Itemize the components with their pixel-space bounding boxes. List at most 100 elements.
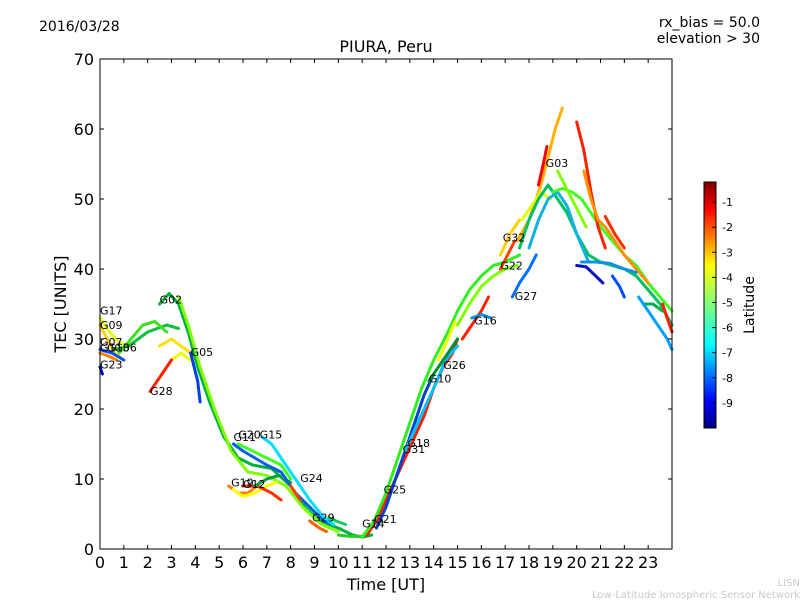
colorbar-tick-label: -2 xyxy=(722,221,733,234)
tec-track-33 xyxy=(498,218,521,257)
satellite-label: G28 xyxy=(150,385,173,398)
satellite-label: G17 xyxy=(100,305,123,318)
colorbar-tick-label: -4 xyxy=(722,271,733,284)
satellite-label: G16 xyxy=(474,314,497,327)
satellite-label: G13 xyxy=(107,342,130,355)
satellite-label: G25 xyxy=(384,484,407,497)
tec-track-23 xyxy=(336,533,364,538)
x-tick-label: 0 xyxy=(95,553,105,572)
elevation-label: elevation > 30 xyxy=(657,31,760,47)
y-tick-label: 70 xyxy=(74,50,94,69)
tec-track-46 xyxy=(579,260,638,274)
tec-track-42 xyxy=(556,169,588,229)
colorbar-gradient xyxy=(703,181,717,429)
satellite-label: G03 xyxy=(546,157,569,170)
satellite-label: G05 xyxy=(191,346,214,359)
satellite-label: G02 xyxy=(160,293,183,306)
tec-track-8 xyxy=(177,295,340,533)
date-label: 2016/03/28 xyxy=(39,19,120,35)
satellite-label: G29 xyxy=(312,512,335,525)
colorbar-tick-label: -6 xyxy=(722,322,733,335)
tec-track-20 xyxy=(289,484,302,502)
x-tick-label: 23 xyxy=(638,553,658,572)
credit-network: Low-Latitude Ionospheric Sensor Network xyxy=(592,590,800,600)
x-tick-label: 1 xyxy=(119,553,129,572)
tec-track-30 xyxy=(460,295,490,341)
satellite-label: G09 xyxy=(100,319,123,332)
satellite-label: G32 xyxy=(503,232,526,245)
colorbar-ticks: -1 -2 -3 -4 -5 -6 -7 -8 -9 xyxy=(712,196,733,410)
x-tick-label: 17 xyxy=(495,553,515,572)
x-tick-label: 22 xyxy=(614,553,634,572)
x-tick-label: 10 xyxy=(328,553,348,572)
tec-track-37 xyxy=(537,145,549,187)
x-axis-label: Time [UT] xyxy=(346,575,425,594)
tec-track-47 xyxy=(610,274,626,299)
satellite-label: G12 xyxy=(243,478,266,491)
tec-track-29 xyxy=(436,320,457,362)
tec-track-14 xyxy=(232,481,278,498)
x-tick-label: 15 xyxy=(447,553,467,572)
tec-track-24 xyxy=(365,337,459,537)
x-tick-label: 8 xyxy=(286,553,296,572)
tec-track-17 xyxy=(232,442,336,526)
tec-track-9 xyxy=(158,337,193,355)
colorbar-tick-label: -8 xyxy=(722,372,733,385)
tec-track-27 xyxy=(403,344,459,453)
x-tick-label: 19 xyxy=(543,553,563,572)
satellite-label: G31 xyxy=(403,443,426,456)
tec-track-0 xyxy=(98,316,131,348)
tec-track-25 xyxy=(360,253,521,539)
tec-track-19 xyxy=(260,435,336,526)
colorbar-tick-label: -7 xyxy=(722,347,733,360)
y-tick-label: 50 xyxy=(74,190,94,209)
tec-track-28 xyxy=(427,337,459,383)
tec-track-49 xyxy=(641,302,664,313)
colorbar-tick-label: -3 xyxy=(722,246,733,259)
tec-track-6 xyxy=(117,320,169,355)
tec-track-21 xyxy=(308,519,328,533)
colorbar-tick-label: -9 xyxy=(722,397,733,410)
y-tick-label: 10 xyxy=(74,470,94,489)
x-tick-label: 6 xyxy=(238,553,248,572)
x-tick-label: 4 xyxy=(190,553,200,572)
tec-track-4 xyxy=(98,351,119,362)
satellite-label: G1 xyxy=(100,342,116,355)
x-tick-label: 7 xyxy=(262,553,272,572)
tec-track-45 xyxy=(575,264,605,285)
plot-frame xyxy=(99,58,673,550)
y-tick-label: 20 xyxy=(74,400,94,419)
y-axis-label: TEC [UNITS] xyxy=(51,256,70,354)
satellite-label: G19 xyxy=(231,477,254,490)
x-tick-label: 16 xyxy=(471,553,491,572)
x-tick-label: 20 xyxy=(566,553,586,572)
tec-track-38 xyxy=(520,190,552,222)
x-axis: 0 1 2 3 4 5 6 7 8 9 10 11 12 13 14 15 16 17 18 19 20 21 22 23 xyxy=(95,59,658,572)
tec-track-12 xyxy=(148,358,173,393)
y-tick-label: 60 xyxy=(74,120,94,139)
satellite-label: G22 xyxy=(500,260,523,273)
credit-lisn: LISN xyxy=(778,578,800,589)
tec-track-41 xyxy=(551,187,674,313)
y-tick-label: 30 xyxy=(74,330,94,349)
x-tick-label: 5 xyxy=(214,553,224,572)
tec-track-11 xyxy=(189,351,202,404)
y-axis: 0 10 20 30 40 50 60 70 xyxy=(74,50,672,559)
satellite-label: G24 xyxy=(300,472,323,485)
satellite-label: G14 xyxy=(362,517,385,530)
tec-track-10 xyxy=(160,351,193,376)
chart-title: PIURA, Peru xyxy=(339,37,432,56)
tec-track-2 xyxy=(98,348,126,362)
tec-track-51 xyxy=(661,302,674,334)
tec-track-50 xyxy=(637,295,674,351)
tec-track-18 xyxy=(236,442,293,481)
x-tick-label: 2 xyxy=(143,553,153,572)
tec-track-7 xyxy=(158,292,374,539)
satellite-label: G06 xyxy=(114,342,137,355)
satellite-label: G23 xyxy=(100,358,123,371)
satellite-label: G21 xyxy=(374,513,397,526)
y-tick-label: 0 xyxy=(84,540,94,559)
x-tick-label: 9 xyxy=(309,553,319,572)
